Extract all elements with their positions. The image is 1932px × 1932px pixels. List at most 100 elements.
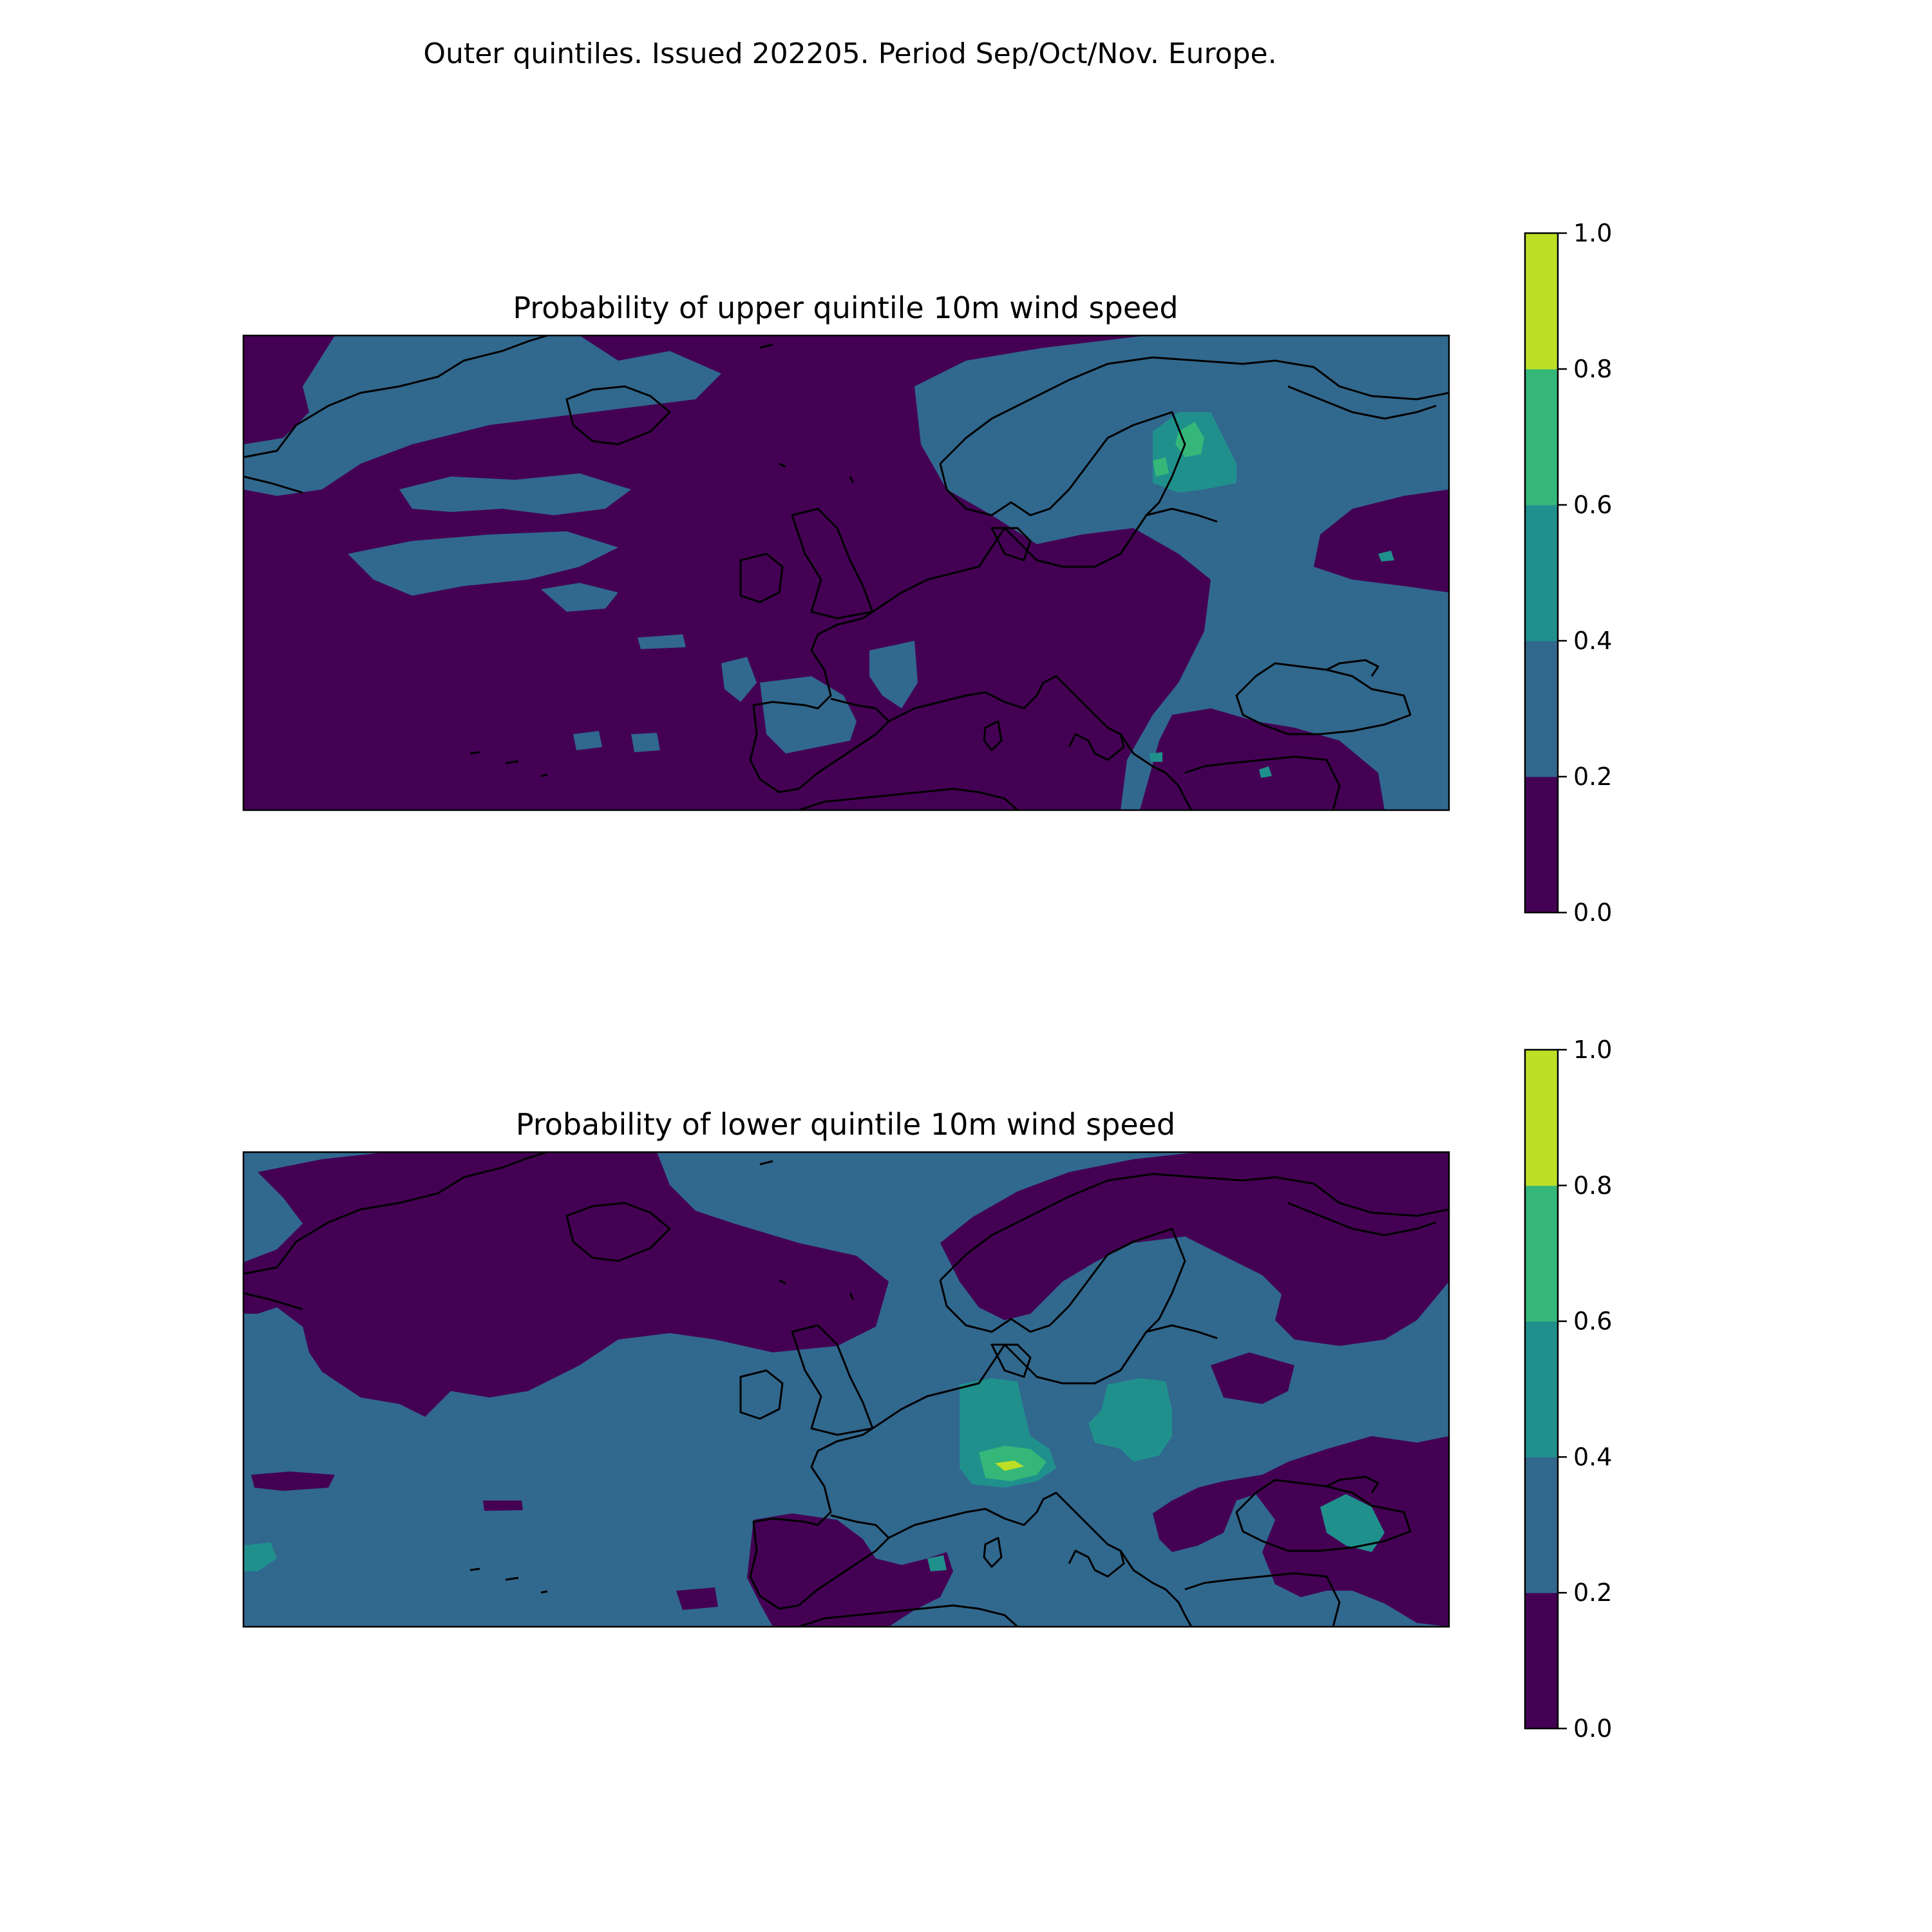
upper-region-greenland-strait bbox=[243, 336, 721, 496]
lower-coast-svalbard bbox=[759, 1160, 773, 1166]
upper-coast-norway-south bbox=[939, 417, 1153, 516]
colorbar-segment bbox=[1525, 1050, 1558, 1186]
upper-coast-iberia bbox=[749, 697, 890, 793]
colorbar-tick-label: 0.4 bbox=[1573, 1443, 1612, 1471]
upper-coast-denmark bbox=[990, 527, 1032, 562]
upper-region-atlantic-band-2 bbox=[348, 531, 618, 596]
colorbar-segment bbox=[1525, 1593, 1558, 1729]
lower-region-iberia-africa bbox=[747, 1513, 953, 1627]
lower-coast-scandinavia bbox=[939, 1173, 1449, 1282]
upper-coast-balkans bbox=[1119, 734, 1193, 810]
lower-coast-italy-sardinia bbox=[983, 1537, 1003, 1568]
colorbar-frame bbox=[1524, 1048, 1559, 1730]
lower-region-germany-peak bbox=[995, 1461, 1024, 1471]
colorbar-segment bbox=[1525, 1185, 1558, 1322]
lower-coast-turkey bbox=[1184, 1572, 1341, 1627]
upper-panel-title: Probability of upper quintile 10m wind s… bbox=[513, 290, 1178, 325]
colorbar-tick-label: 0.8 bbox=[1573, 1171, 1612, 1200]
upper-region-atlantic-band-1 bbox=[399, 473, 631, 515]
lower-coast-mediterranean bbox=[888, 1492, 1125, 1578]
colorbar-tick-label: 0.0 bbox=[1573, 898, 1612, 927]
upper-coast-faroes bbox=[779, 462, 855, 484]
upper-coast-greenland bbox=[243, 336, 548, 459]
colorbar-frame bbox=[1524, 232, 1559, 914]
upper-coastlines bbox=[243, 336, 1449, 810]
colorbar-segment bbox=[1525, 369, 1558, 506]
lower-map-frame bbox=[242, 1151, 1450, 1628]
colorbar-segment bbox=[1525, 777, 1558, 913]
lower-coast-norway-south bbox=[939, 1234, 1153, 1333]
upper-colorbar: 0.0 0.2 0.4 0.6 0.8 1.0 bbox=[1524, 219, 1612, 927]
lower-coast-north-africa bbox=[798, 1604, 1019, 1627]
colorbar-segment bbox=[1525, 1457, 1558, 1593]
lower-coast-denmark bbox=[990, 1343, 1032, 1378]
upper-map-frame bbox=[242, 334, 1450, 811]
upper-coast-islands bbox=[469, 751, 548, 777]
lower-coast-black-sea bbox=[1235, 1479, 1412, 1552]
lower-region-russia-east bbox=[1211, 1352, 1294, 1404]
figure-title: Outer quintiles. Issued 202205. Period S… bbox=[423, 37, 1276, 70]
lower-region-scandinavia-russia bbox=[940, 1152, 1449, 1346]
colorbar-segment bbox=[1525, 505, 1558, 641]
upper-region-scandinavia-russia bbox=[914, 336, 1449, 810]
lower-coast-iceland bbox=[565, 1202, 671, 1262]
lower-map bbox=[243, 1152, 1449, 1627]
colorbar-tick-label: 0.4 bbox=[1573, 627, 1612, 655]
lower-panel: Probability of lower quintile 10m wind s… bbox=[242, 1036, 1612, 1743]
upper-coast-greenland-east bbox=[243, 475, 303, 494]
lower-coast-crimea bbox=[1326, 1475, 1379, 1493]
upper-coast-scandinavia bbox=[939, 356, 1449, 465]
upper-coast-russia-north bbox=[1287, 385, 1437, 420]
upper-coast-north-africa bbox=[798, 788, 1019, 810]
colorbar-tick-label: 0.6 bbox=[1573, 491, 1612, 519]
lower-region-caspian bbox=[1320, 1494, 1385, 1552]
upper-coast-ireland bbox=[739, 553, 784, 603]
upper-coast-black-sea bbox=[1235, 662, 1412, 735]
upper-coast-mediterranean bbox=[888, 675, 1125, 761]
upper-coast-italy-sardinia bbox=[983, 720, 1003, 752]
lower-region-belarus bbox=[1088, 1378, 1172, 1462]
lower-coastlines bbox=[243, 1152, 1449, 1627]
lower-coast-islands bbox=[469, 1567, 548, 1594]
upper-region-atlantic-blob bbox=[638, 634, 686, 649]
lower-coast-faroes bbox=[779, 1279, 855, 1300]
lower-panel-title: Probability of lower quintile 10m wind s… bbox=[516, 1107, 1175, 1142]
lower-coast-ireland bbox=[739, 1369, 784, 1420]
lower-coast-greenland-east bbox=[243, 1292, 303, 1311]
lower-coast-russia-north bbox=[1287, 1202, 1437, 1236]
upper-panel: Probability of upper quintile 10m wind s… bbox=[242, 219, 1612, 927]
upper-region-iberia bbox=[760, 676, 857, 753]
colorbar-tick-label: 0.6 bbox=[1573, 1307, 1612, 1336]
upper-coast-turkey bbox=[1184, 755, 1341, 810]
upper-coast-france bbox=[804, 617, 864, 710]
upper-region-france bbox=[869, 641, 918, 708]
lower-coast-balkans bbox=[1119, 1550, 1193, 1627]
colorbar-segment bbox=[1525, 233, 1558, 370]
upper-coast-svalbard bbox=[759, 343, 773, 349]
upper-region-atlantic-south bbox=[573, 731, 660, 752]
upper-map bbox=[243, 336, 1449, 810]
upper-coast-iceland bbox=[565, 385, 671, 446]
colorbar-tick-label: 1.0 bbox=[1573, 219, 1612, 247]
lower-coast-iberia bbox=[749, 1514, 890, 1610]
colorbar-tick-label: 0.0 bbox=[1573, 1714, 1612, 1743]
lower-region-caucasus bbox=[1153, 1436, 1449, 1627]
upper-coast-crimea bbox=[1326, 659, 1379, 677]
lower-coast-greenland bbox=[243, 1152, 548, 1275]
colorbar-tick-label: 0.2 bbox=[1573, 1578, 1612, 1607]
lower-coast-france bbox=[804, 1434, 864, 1526]
colorbar-tick-label: 1.0 bbox=[1573, 1036, 1612, 1064]
lower-colorbar: 0.0 0.2 0.4 0.6 0.8 1.0 bbox=[1524, 1036, 1612, 1743]
lower-coast-baltic bbox=[862, 1227, 1186, 1436]
upper-region-biscay bbox=[721, 657, 757, 702]
upper-region-atlantic-band-3 bbox=[541, 583, 618, 612]
colorbar-tick-label: 0.2 bbox=[1573, 762, 1612, 791]
upper-coast-gulf-finland bbox=[1146, 507, 1218, 523]
lower-coast-gulf-finland bbox=[1146, 1324, 1218, 1340]
colorbar-segment bbox=[1525, 1321, 1558, 1457]
lower-region-atlantic-hole bbox=[335, 1269, 612, 1333]
upper-coast-baltic bbox=[862, 411, 1186, 620]
colorbar-segment bbox=[1525, 641, 1558, 777]
upper-region-finland-peak bbox=[1153, 422, 1204, 477]
